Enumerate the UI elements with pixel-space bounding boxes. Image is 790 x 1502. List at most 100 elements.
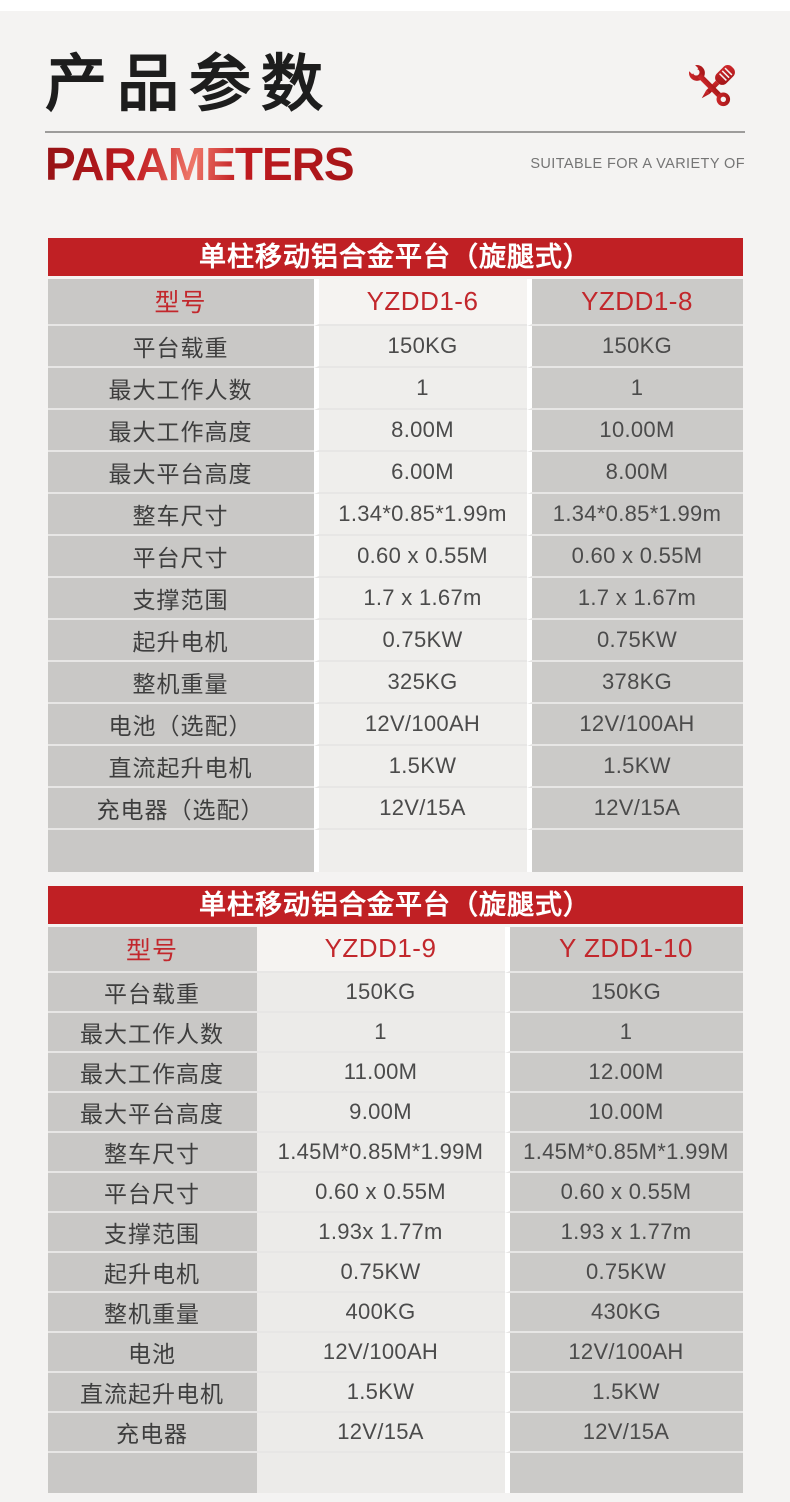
spec-row: 充电器 12V/15A 12V/15A: [47, 1412, 743, 1453]
spec-value: 1.5KW: [526, 745, 743, 788]
spec-value: 8.00M: [526, 451, 743, 494]
spec-label: 最大工作高度: [47, 1052, 257, 1093]
spec-value: 12V/15A: [526, 787, 743, 830]
spec-value: 1.5KW: [256, 1372, 505, 1413]
spec-label: 平台尺寸: [47, 535, 314, 578]
wrench-screwdriver-icon: [687, 63, 735, 107]
spec-table-2: 单柱移动铝合金平台（旋腿式） 型号 YZDD1-9 Y ZDD1-10 平台载重 150…: [47, 885, 743, 1493]
spec-label: 直流起升电机: [47, 1372, 257, 1413]
spec-value: 1.45M*0.85M*1.99M: [256, 1132, 505, 1173]
spec-row: 最大平台高度 9.00M 10.00M: [47, 1092, 743, 1133]
page-subtitle-en: PARAMETERS: [45, 138, 355, 191]
spec-row: 电池 12V/100AH 12V/100AH: [47, 1332, 743, 1373]
footer-cell: [313, 829, 527, 872]
spec-row: 平台载重 150KG 150KG: [47, 972, 743, 1013]
model-header-row: 型号 YZDD1-6 YZDD1-8: [47, 278, 743, 326]
spec-value: 1: [526, 367, 743, 410]
spec-label: 直流起升电机: [47, 745, 314, 788]
spec-label: 充电器: [47, 1412, 257, 1453]
spec-value: 150KG: [526, 325, 743, 368]
model-label: 型号: [47, 926, 257, 973]
spec-value: 12V/15A: [256, 1412, 505, 1453]
spec-value: 1: [256, 1012, 505, 1053]
spec-row: 整机重量 400KG 430KG: [47, 1292, 743, 1333]
footer-cell: [47, 1452, 257, 1493]
spec-row: 起升电机 0.75KW 0.75KW: [47, 619, 743, 662]
spec-label: 整机重量: [47, 661, 314, 704]
spec-value: 325KG: [313, 661, 527, 704]
spec-label: 平台尺寸: [47, 1172, 257, 1213]
spec-value: 400KG: [256, 1292, 505, 1333]
spec-row: 最大工作人数 1 1: [47, 1012, 743, 1053]
spec-row: 整机重量 325KG 378KG: [47, 661, 743, 704]
page-header: 产品参数: [0, 11, 790, 190]
table-footer-strip: [47, 829, 743, 872]
spec-row: 最大工作人数 1 1: [47, 367, 743, 410]
spec-value: 378KG: [526, 661, 743, 704]
spec-label: 最大工作人数: [47, 367, 314, 410]
spec-value: 12.00M: [504, 1052, 743, 1093]
spec-label: 起升电机: [47, 619, 314, 662]
model-header-row: 型号 YZDD1-9 Y ZDD1-10: [47, 926, 743, 973]
spec-value: 8.00M: [313, 409, 527, 452]
spec-row: 直流起升电机 1.5KW 1.5KW: [47, 1372, 743, 1413]
header-tagline: SUITABLE FOR A VARIETY OF: [530, 156, 745, 173]
spec-value: 9.00M: [256, 1092, 505, 1133]
spec-value: 1.7 x 1.67m: [526, 577, 743, 620]
spec-value: 0.75KW: [256, 1252, 505, 1293]
spec-value: 12V/100AH: [256, 1332, 505, 1373]
model-label: 型号: [47, 278, 314, 326]
spec-value: 1.34*0.85*1.99m: [526, 493, 743, 536]
spec-label: 整车尺寸: [47, 1132, 257, 1173]
spec-value: 6.00M: [313, 451, 527, 494]
footer-cell: [47, 829, 314, 872]
spec-label: 整机重量: [47, 1292, 257, 1333]
spec-row: 平台尺寸 0.60 x 0.55M 0.60 x 0.55M: [47, 1172, 743, 1213]
spec-label: 起升电机: [47, 1252, 257, 1293]
spec-label: 平台载重: [47, 972, 257, 1013]
spec-row: 充电器（选配） 12V/15A 12V/15A: [47, 787, 743, 830]
spec-value: 0.60 x 0.55M: [313, 535, 527, 578]
spec-label: 电池（选配）: [47, 703, 314, 746]
spec-label: 最大工作人数: [47, 1012, 257, 1053]
table-body: 型号 YZDD1-6 YZDD1-8 平台载重 150KG 150KG 最大工作人数 1 1 最大…: [47, 278, 743, 872]
spec-value: 10.00M: [504, 1092, 743, 1133]
table-footer-strip: [47, 1452, 743, 1493]
spec-row: 支撑范围 1.7 x 1.67m 1.7 x 1.67m: [47, 577, 743, 620]
spec-value: 430KG: [504, 1292, 743, 1333]
spec-row: 整车尺寸 1.45M*0.85M*1.99M 1.45M*0.85M*1.99M: [47, 1132, 743, 1173]
spec-value: 1.7 x 1.67m: [313, 577, 527, 620]
table-title: 单柱移动铝合金平台（旋腿式）: [47, 885, 743, 924]
spec-row: 平台尺寸 0.60 x 0.55M 0.60 x 0.55M: [47, 535, 743, 578]
spec-value: 150KG: [504, 972, 743, 1013]
spec-label: 最大平台高度: [47, 1092, 257, 1133]
spec-value: 12V/15A: [313, 787, 527, 830]
model-name: YZDD1-6: [313, 278, 527, 326]
footer-cell: [256, 1452, 505, 1493]
model-name: Y ZDD1-10: [504, 926, 743, 973]
page-title: 产品参数: [45, 50, 334, 119]
spec-value: 1.93x 1.77m: [256, 1212, 505, 1253]
table-title: 单柱移动铝合金平台（旋腿式）: [47, 237, 743, 276]
spec-row: 直流起升电机 1.5KW 1.5KW: [47, 745, 743, 788]
spec-value: 0.60 x 0.55M: [256, 1172, 505, 1213]
spec-value: 11.00M: [256, 1052, 505, 1093]
spec-value: 150KG: [256, 972, 505, 1013]
spec-value: 1: [504, 1012, 743, 1053]
header-divider: [45, 131, 745, 134]
spec-value: 12V/100AH: [504, 1332, 743, 1373]
model-name: YZDD1-9: [256, 926, 505, 973]
spec-value: 0.75KW: [313, 619, 527, 662]
spec-label: 支撑范围: [47, 1212, 257, 1253]
spec-row: 起升电机 0.75KW 0.75KW: [47, 1252, 743, 1293]
spec-value: 1.5KW: [504, 1372, 743, 1413]
spec-label: 电池: [47, 1332, 257, 1373]
spec-value: 1.34*0.85*1.99m: [313, 493, 527, 536]
spec-value: 0.60 x 0.55M: [526, 535, 743, 578]
footer-cell: [526, 829, 743, 872]
spec-value: 1: [313, 367, 527, 410]
spec-table-1: 单柱移动铝合金平台（旋腿式） 型号 YZDD1-6 YZDD1-8 平台载重 150KG…: [47, 237, 743, 872]
spec-value: 1.45M*0.85M*1.99M: [504, 1132, 743, 1173]
spec-value: 0.75KW: [504, 1252, 743, 1293]
